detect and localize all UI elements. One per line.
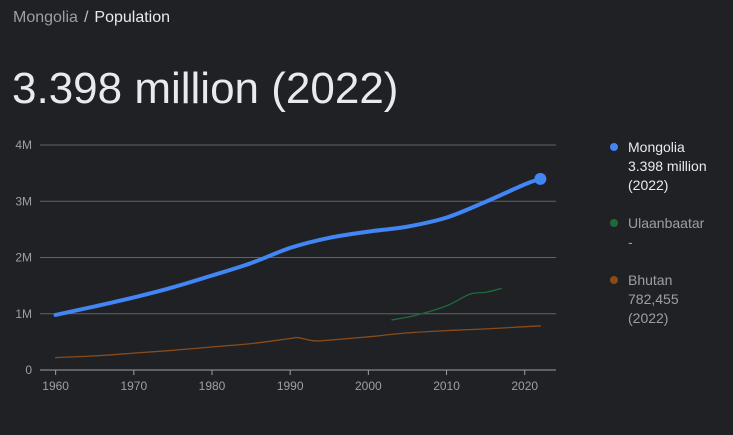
population-chart[interactable]: 0 1M 2M 3M 4M 1960 1970 1980 1990 2000 2010 2020 bbox=[0, 130, 600, 395]
x-tick-label: 2020 bbox=[511, 379, 538, 393]
y-tick-label: 3M bbox=[15, 194, 32, 208]
legend-year: (2022) bbox=[628, 310, 669, 326]
breadcrumb: Mongolia / Population bbox=[13, 8, 170, 28]
series-line-bhutan bbox=[54, 325, 542, 359]
series-endpoint-mongolia bbox=[534, 172, 547, 185]
y-tick-label: 4M bbox=[15, 138, 32, 152]
legend-value: 782,455 bbox=[628, 291, 679, 307]
legend-year: (2022) bbox=[628, 177, 669, 193]
legend-name: Ulaanbaatar bbox=[628, 215, 705, 231]
legend-dot-icon bbox=[610, 276, 618, 284]
series-line-mongolia bbox=[53, 176, 543, 317]
legend-name: Bhutan bbox=[628, 272, 673, 288]
x-tick-label: 1970 bbox=[120, 379, 147, 393]
breadcrumb-parent-link[interactable]: Mongolia bbox=[13, 9, 78, 26]
legend-item-bhutan[interactable]: Bhutan 782,455 (2022) bbox=[610, 271, 728, 328]
y-tick-label: 2M bbox=[15, 251, 32, 265]
x-tick-label: 1980 bbox=[199, 379, 226, 393]
legend-dot-icon bbox=[610, 219, 618, 227]
headline-value: 3.398 million (2022) bbox=[12, 64, 399, 113]
x-tick-label: 2000 bbox=[355, 379, 382, 393]
legend-item-ulaanbaatar[interactable]: Ulaanbaatar - bbox=[610, 214, 728, 252]
legend-value: 3.398 million bbox=[628, 158, 707, 174]
x-tick-label: 2010 bbox=[433, 379, 460, 393]
y-tick-label: 1M bbox=[15, 307, 32, 321]
legend-dot-icon bbox=[610, 143, 618, 151]
series-line-ulaanbaatar bbox=[391, 287, 502, 321]
legend-name: Mongolia bbox=[628, 139, 685, 155]
legend-value: - bbox=[628, 234, 633, 250]
breadcrumb-separator: / bbox=[83, 9, 89, 26]
x-tick-label: 1990 bbox=[277, 379, 304, 393]
x-tick-label: 1960 bbox=[42, 379, 69, 393]
breadcrumb-current: Population bbox=[94, 9, 171, 26]
y-tick-label: 0 bbox=[25, 363, 32, 377]
legend: Mongolia 3.398 million (2022) Ulaanbaata… bbox=[610, 138, 728, 347]
legend-item-mongolia[interactable]: Mongolia 3.398 million (2022) bbox=[610, 138, 728, 195]
